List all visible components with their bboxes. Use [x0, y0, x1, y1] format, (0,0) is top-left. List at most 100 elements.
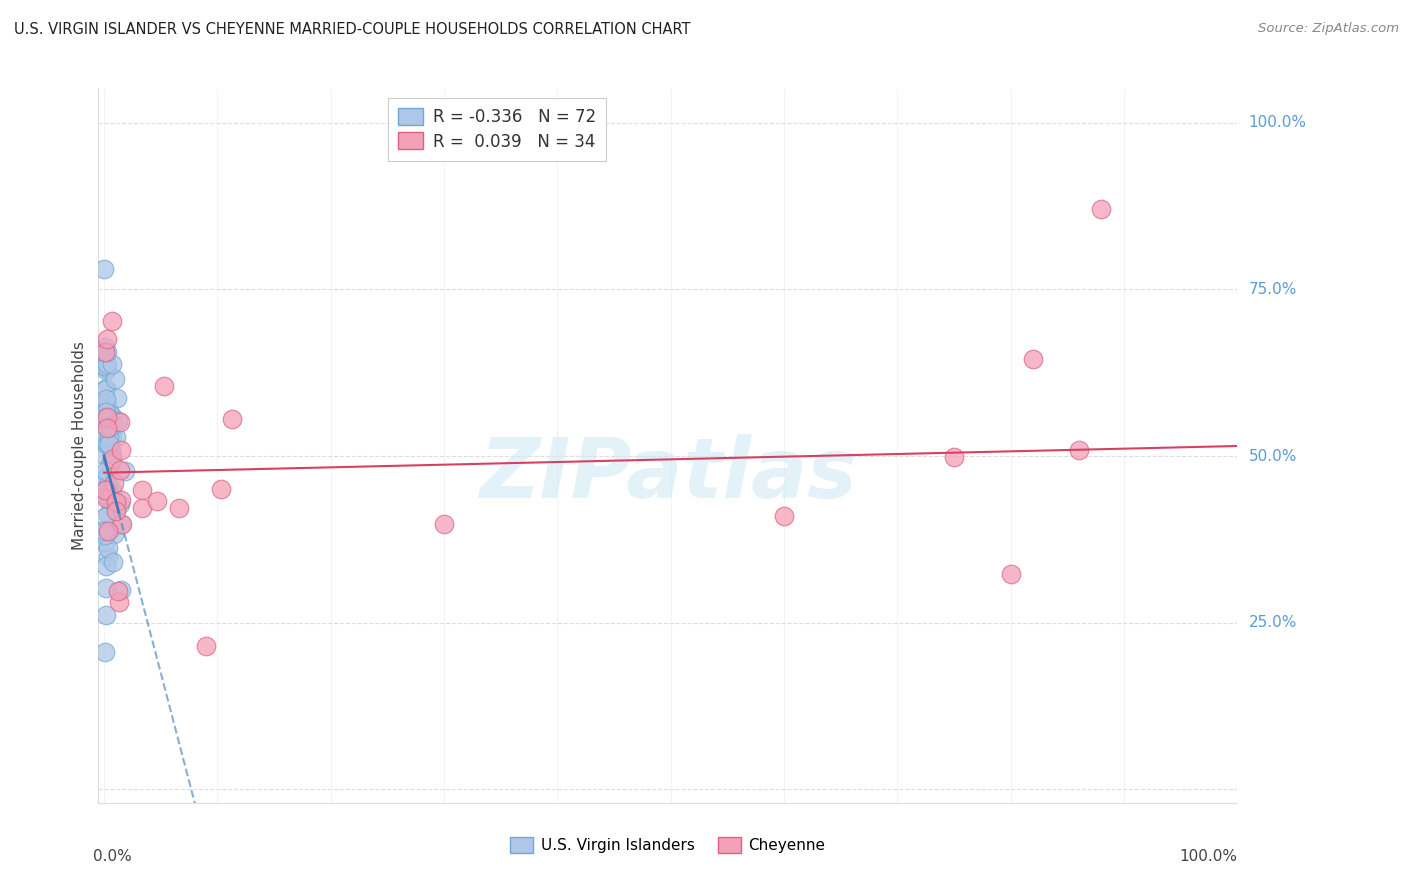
- Point: [94, 411, 117, 425]
- Point: [103, 475, 125, 490]
- Point: [108, 595, 131, 609]
- Point: [100, 483, 122, 497]
- Point: [97, 507, 120, 521]
- Point: [1000, 566, 1022, 581]
- Point: [108, 497, 131, 511]
- Point: [93, 448, 115, 462]
- Point: [131, 501, 153, 516]
- Point: [93, 262, 115, 277]
- Point: [110, 517, 132, 532]
- Point: [101, 452, 124, 467]
- Point: [101, 420, 124, 434]
- Point: [93, 473, 115, 487]
- Point: [101, 314, 124, 328]
- Point: [94, 645, 117, 659]
- Point: [104, 495, 127, 509]
- Point: [146, 494, 169, 508]
- Point: [107, 583, 129, 598]
- Point: [94, 405, 117, 419]
- Point: [96, 360, 118, 375]
- Point: [100, 443, 122, 458]
- Point: [100, 521, 122, 535]
- Point: [94, 534, 117, 549]
- Point: [94, 345, 117, 359]
- Point: [1090, 202, 1112, 217]
- Point: [101, 358, 124, 372]
- Point: [94, 380, 117, 394]
- Point: [97, 541, 120, 556]
- Point: [110, 493, 132, 508]
- Point: [103, 527, 125, 541]
- Point: [105, 391, 128, 405]
- Text: 50.0%: 50.0%: [1249, 449, 1296, 464]
- Point: [94, 488, 117, 502]
- Point: [94, 510, 117, 524]
- Text: Source: ZipAtlas.com: Source: ZipAtlas.com: [1258, 22, 1399, 36]
- Point: [114, 464, 136, 478]
- Point: [98, 487, 121, 501]
- Point: [98, 420, 121, 434]
- Point: [101, 409, 124, 424]
- Point: [221, 412, 243, 426]
- Legend: U.S. Virgin Islanders, Cheyenne: U.S. Virgin Islanders, Cheyenne: [505, 831, 831, 859]
- Point: [98, 408, 121, 422]
- Point: [105, 501, 128, 516]
- Point: [93, 396, 115, 410]
- Point: [93, 433, 115, 447]
- Point: [94, 359, 117, 374]
- Point: [93, 437, 115, 451]
- Point: [94, 528, 117, 542]
- Point: [96, 392, 118, 406]
- Point: [94, 345, 117, 359]
- Point: [96, 491, 118, 505]
- Point: [1022, 351, 1045, 366]
- Point: [211, 482, 233, 496]
- Text: 75.0%: 75.0%: [1249, 282, 1296, 297]
- Point: [98, 490, 121, 504]
- Point: [131, 483, 153, 497]
- Point: [96, 332, 118, 346]
- Point: [110, 462, 132, 476]
- Point: [97, 491, 120, 506]
- Point: [96, 345, 118, 359]
- Text: U.S. VIRGIN ISLANDER VS CHEYENNE MARRIED-COUPLE HOUSEHOLDS CORRELATION CHART: U.S. VIRGIN ISLANDER VS CHEYENNE MARRIED…: [14, 22, 690, 37]
- Point: [97, 437, 120, 451]
- Point: [94, 383, 117, 397]
- Point: [93, 414, 115, 428]
- Text: ZIPatlas: ZIPatlas: [479, 434, 856, 515]
- Y-axis label: Married-couple Households: Married-couple Households: [72, 342, 87, 550]
- Point: [96, 558, 118, 573]
- Point: [943, 450, 966, 464]
- Point: [101, 449, 124, 463]
- Text: 25.0%: 25.0%: [1249, 615, 1296, 631]
- Point: [94, 483, 117, 497]
- Point: [96, 468, 118, 483]
- Point: [98, 457, 121, 471]
- Point: [94, 607, 117, 622]
- Point: [97, 550, 120, 565]
- Point: [97, 524, 120, 538]
- Point: [94, 465, 117, 479]
- Point: [96, 410, 118, 425]
- Point: [96, 483, 118, 497]
- Point: [100, 500, 122, 514]
- Point: [93, 523, 115, 537]
- Point: [97, 478, 120, 492]
- Point: [97, 401, 120, 416]
- Text: 100.0%: 100.0%: [1180, 849, 1237, 864]
- Text: 0.0%: 0.0%: [93, 849, 132, 864]
- Point: [110, 443, 132, 458]
- Point: [108, 415, 131, 429]
- Point: [101, 555, 124, 569]
- Point: [94, 473, 117, 487]
- Point: [105, 430, 128, 444]
- Point: [93, 402, 115, 417]
- Point: [195, 639, 218, 653]
- Point: [97, 430, 120, 444]
- Point: [96, 357, 118, 371]
- Point: [104, 503, 127, 517]
- Text: 100.0%: 100.0%: [1249, 115, 1306, 130]
- Point: [96, 420, 118, 434]
- Point: [97, 414, 120, 428]
- Point: [773, 508, 796, 523]
